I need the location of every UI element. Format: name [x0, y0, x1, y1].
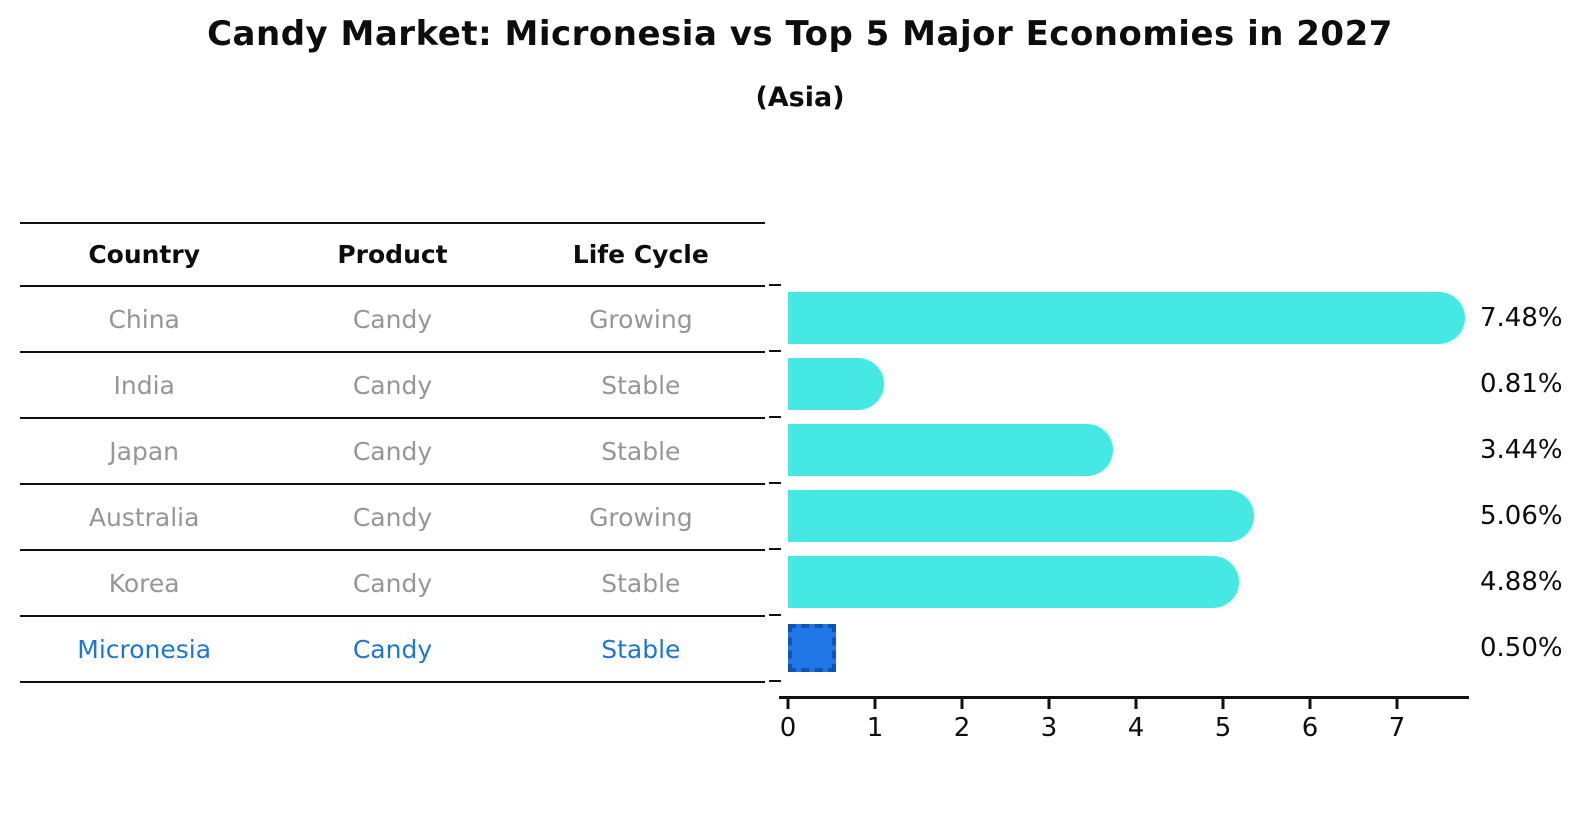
bar-row-india: 0.81%	[788, 351, 1563, 417]
cell-country: China	[108, 304, 180, 334]
cell-life-cycle: Stable	[601, 370, 681, 400]
cell-country: India	[113, 370, 175, 400]
x-tick-label: 4	[1127, 713, 1145, 743]
highlight-bar-micronesia	[788, 624, 836, 672]
bar-chart: 7.48% 0.81% 3.44% 5.06% 4.88% 0.50%	[788, 285, 1563, 681]
x-axis: 0 1 2 3 4 5 6 7	[780, 699, 1478, 749]
cell-product: Candy	[352, 568, 433, 598]
chart-title: Candy Market: Micronesia vs Top 5 Major …	[207, 14, 1393, 54]
y-tick	[769, 614, 781, 616]
x-tick-label: 2	[953, 713, 971, 743]
bar-row-japan: 3.44%	[788, 417, 1563, 483]
x-tick	[873, 699, 877, 709]
y-tick	[769, 680, 781, 682]
cell-country: Micronesia	[77, 634, 212, 664]
table-row-japan: Japan Candy Stable	[20, 419, 765, 485]
cell-life-cycle: Growing	[589, 502, 693, 532]
cell-country: Australia	[88, 502, 200, 532]
cell-product: Candy	[352, 436, 433, 466]
y-tick	[769, 416, 781, 418]
cell-product: Candy	[352, 502, 433, 532]
x-tick	[1395, 699, 1399, 709]
bar-japan	[788, 424, 1114, 476]
y-tick	[769, 284, 781, 286]
x-tick	[1221, 699, 1225, 709]
x-tick-label: 3	[1040, 713, 1058, 743]
cell-country: Korea	[108, 568, 180, 598]
y-axis-ticks	[769, 284, 781, 684]
value-label-japan: 3.44%	[1480, 435, 1563, 465]
x-tick-label: 0	[779, 713, 797, 743]
bar-australia	[788, 490, 1255, 542]
y-tick	[769, 482, 781, 484]
value-label-micronesia: 0.50%	[1480, 633, 1563, 663]
cell-product: Candy	[352, 304, 433, 334]
cell-product: Candy	[352, 634, 433, 664]
x-tick	[960, 699, 964, 709]
x-tick	[1047, 699, 1051, 709]
cell-product: Candy	[352, 370, 433, 400]
header-product: Product	[337, 240, 448, 269]
bar-india	[788, 358, 885, 410]
y-tick	[769, 548, 781, 550]
header-country: Country	[88, 240, 201, 269]
country-table: Country Product Life Cycle China Candy G…	[20, 222, 765, 683]
bar-row-micronesia: 0.50%	[788, 615, 1563, 681]
x-tick	[1134, 699, 1138, 709]
table-row-micronesia: Micronesia Candy Stable	[20, 617, 765, 683]
cell-country: Japan	[109, 436, 180, 466]
bar-row-china: 7.48%	[788, 285, 1563, 351]
bar-row-korea: 4.88%	[788, 549, 1563, 615]
value-label-india: 0.81%	[1480, 369, 1563, 399]
cell-life-cycle: Stable	[601, 634, 681, 664]
chart-subtitle: (Asia)	[755, 82, 845, 113]
x-tick-label: 6	[1301, 713, 1319, 743]
table-row-korea: Korea Candy Stable	[20, 551, 765, 617]
x-axis-line	[779, 696, 1469, 699]
table-header-row: Country Product Life Cycle	[20, 222, 765, 287]
x-tick-label: 1	[866, 713, 884, 743]
value-label-australia: 5.06%	[1480, 501, 1563, 531]
y-tick	[769, 350, 781, 352]
bar-korea	[788, 556, 1239, 608]
value-label-korea: 4.88%	[1480, 567, 1563, 597]
bar-china	[788, 292, 1465, 344]
value-label-china: 7.48%	[1480, 303, 1563, 333]
bar-row-australia: 5.06%	[788, 483, 1563, 549]
x-tick-label: 5	[1214, 713, 1232, 743]
header-life-cycle: Life Cycle	[572, 240, 709, 269]
x-tick	[786, 699, 790, 709]
cell-life-cycle: Stable	[601, 568, 681, 598]
table-row-india: India Candy Stable	[20, 353, 765, 419]
x-tick	[1308, 699, 1312, 709]
table-row-china: China Candy Growing	[20, 287, 765, 353]
table-row-australia: Australia Candy Growing	[20, 485, 765, 551]
cell-life-cycle: Stable	[601, 436, 681, 466]
x-tick-label: 7	[1388, 713, 1406, 743]
cell-life-cycle: Growing	[589, 304, 693, 334]
